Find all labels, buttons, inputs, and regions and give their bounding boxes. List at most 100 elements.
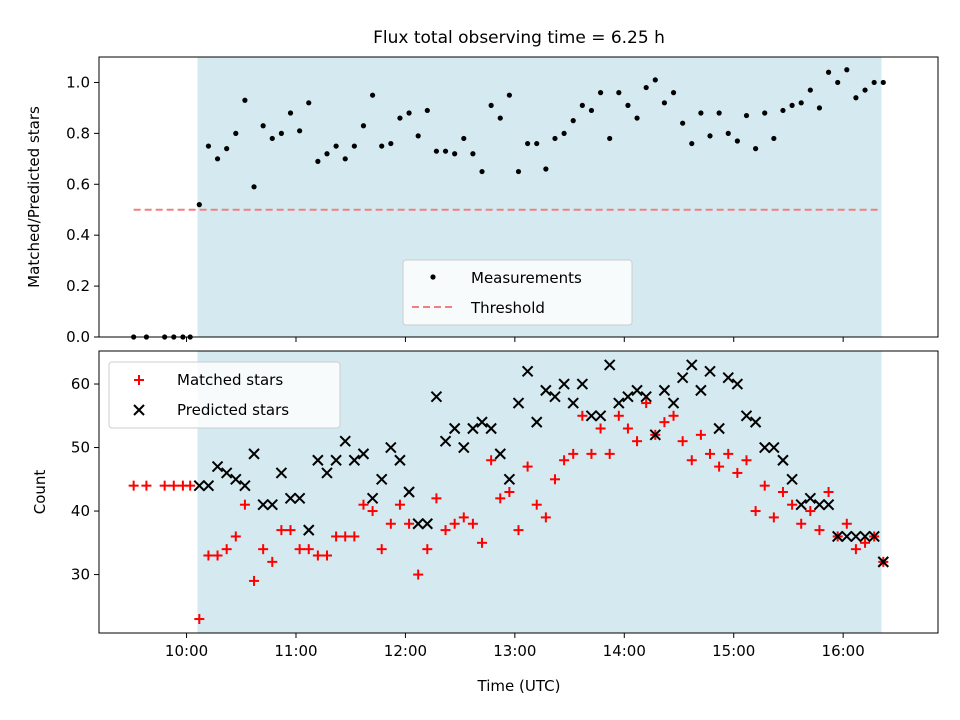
matched-star-marker [805,506,816,517]
matched-star-marker [823,487,834,497]
predicted-star-marker [321,467,333,479]
matched-star-marker [622,423,633,434]
matched-star-marker [632,436,643,447]
predicted-star-marker [549,391,561,403]
matched-star-marker [303,544,314,555]
matched-star-marker [759,480,770,491]
measurement-point [269,135,275,142]
x-tick-label: 12:00 [384,642,427,660]
predicted-star-marker [804,492,817,505]
predicted-star-marker [248,448,260,460]
measurement-point [379,143,385,149]
measurement-point [689,140,695,147]
matched-star-marker [860,537,871,548]
predicted-star-marker [768,441,780,454]
matched-star-marker [212,550,223,561]
matched-star-marker [276,525,287,536]
measurement-point [680,120,686,126]
measurement-point [762,110,768,116]
measurement-point [844,67,850,73]
measurement-point [816,105,823,111]
bottom-x-axis: 10:00 11:00 12:00 13:00 14:00 15:00 16:00 [165,633,865,660]
matched-star-marker [659,417,670,428]
measurement-point [251,184,257,190]
predicted-star-marker [394,454,406,466]
top-y-axis: 0.0 0.2 0.4 0.6 0.8 1.0 [66,73,99,346]
matched-star-marker [404,518,415,529]
predicted-star-marker [357,448,370,460]
matched-star-marker [559,455,570,466]
matched-star-marker [531,499,542,510]
predicted-star-marker [850,530,862,543]
x-tick-label: 16:00 [822,642,865,660]
measurement-point [479,168,485,175]
measurement-point [588,107,595,114]
matched-star-marker [595,423,606,434]
predicted-star-marker [676,371,689,384]
legend-label-predicted: Predicted stars [177,401,289,419]
matched-star-marker [331,531,342,542]
matched-star-marker [796,518,807,529]
predicted-star-marker [275,467,288,479]
predicted-star-marker [412,518,424,530]
predicted-star-marker [366,492,379,505]
matched-star-marker [841,518,852,529]
predicted-star-marker [421,518,434,530]
measurement-point [233,130,239,136]
measurement-point [297,128,303,134]
x-tick-label: 11:00 [274,642,317,660]
predicted-star-marker [193,479,206,492]
measurement-point [561,130,567,136]
legend-predicted-marker [133,404,145,416]
top-y-tick-label: 0.8 [66,124,90,142]
predicted-star-marker [585,410,598,422]
matched-star-marker [249,575,260,586]
bottom-y-tick-label: 30 [71,566,90,584]
predicted-star-marker [859,530,871,543]
matched-star-marker [814,525,825,536]
predicted-star-marker [749,416,762,428]
star-count-markers [128,359,889,625]
predicted-star-marker [731,378,744,390]
measurement-point [734,138,740,144]
measurement-points [131,67,886,340]
measurement-point [497,115,503,121]
predicted-star-marker [786,473,798,486]
x-tick-label: 15:00 [712,642,755,660]
bottom-y-tick-label: 50 [71,439,90,457]
matched-star-marker [358,499,369,510]
measurement-point [351,143,357,149]
measurement-point [698,110,704,116]
matched-star-marker [413,569,424,580]
matched-star-marker [239,499,250,510]
measurement-point [205,143,212,149]
predicted-star-marker [713,422,725,435]
predicted-star-marker [512,397,525,409]
predicted-star-marker [594,410,607,422]
predicted-star-marker [403,486,415,498]
matched-star-marker [376,544,387,555]
matched-star-marker [677,436,688,447]
matched-star-marker [349,531,360,542]
matched-star-marker [185,480,196,491]
measurement-point [707,133,713,139]
predicted-star-marker [631,384,643,397]
bottom-legend: Matched stars Predicted stars [108,361,341,429]
matched-star-marker [458,512,469,523]
legend-matched-marker [134,375,144,385]
measurement-point [807,87,813,93]
measurement-point [634,115,640,121]
measurement-point [862,87,868,93]
matched-star-marker [668,410,679,421]
measurement-point [470,151,476,157]
matched-star-marker [422,544,433,555]
measurement-point [452,151,458,157]
measurement-point [771,135,777,142]
legend-label-threshold: Threshold [470,299,545,317]
predicted-star-marker [312,454,324,466]
predicted-star-marker [348,454,361,466]
predicted-star-marker [667,397,680,409]
matched-star-marker [522,461,533,472]
matched-star-marker [467,518,478,529]
